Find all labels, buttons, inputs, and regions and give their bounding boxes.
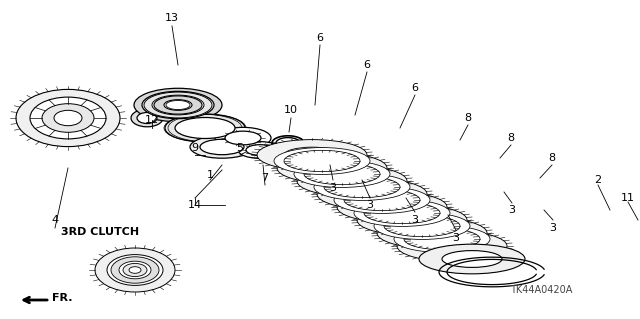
Ellipse shape [164, 100, 192, 110]
Text: 4: 4 [51, 215, 59, 225]
Ellipse shape [424, 238, 480, 254]
Ellipse shape [175, 117, 235, 138]
Text: 1: 1 [207, 170, 214, 180]
Text: 3: 3 [550, 223, 557, 233]
Text: 2: 2 [595, 175, 602, 185]
Ellipse shape [30, 97, 106, 139]
Ellipse shape [337, 192, 447, 222]
Text: 3: 3 [330, 183, 337, 193]
Text: 6: 6 [317, 33, 323, 43]
Text: FR.: FR. [52, 293, 72, 303]
Ellipse shape [304, 163, 380, 185]
Text: 6: 6 [364, 60, 371, 70]
Ellipse shape [344, 186, 400, 202]
Ellipse shape [294, 160, 390, 188]
Ellipse shape [123, 263, 147, 277]
Ellipse shape [166, 100, 190, 109]
Ellipse shape [354, 200, 450, 226]
Text: 3: 3 [452, 233, 460, 243]
Ellipse shape [246, 145, 274, 155]
Ellipse shape [154, 96, 202, 114]
Ellipse shape [304, 160, 360, 176]
Ellipse shape [257, 140, 367, 170]
Ellipse shape [190, 136, 254, 158]
Ellipse shape [238, 142, 282, 158]
Ellipse shape [215, 127, 271, 149]
Text: 3: 3 [509, 205, 515, 215]
Ellipse shape [314, 174, 410, 200]
Text: 13: 13 [165, 13, 179, 23]
Text: 7: 7 [261, 173, 269, 183]
Ellipse shape [324, 176, 400, 198]
Ellipse shape [274, 148, 370, 174]
Text: 14: 14 [188, 200, 202, 210]
Ellipse shape [144, 92, 212, 118]
Ellipse shape [119, 261, 151, 279]
Ellipse shape [364, 199, 420, 215]
Ellipse shape [95, 248, 175, 292]
Ellipse shape [134, 88, 222, 122]
Ellipse shape [397, 231, 507, 261]
Ellipse shape [284, 150, 360, 172]
Ellipse shape [284, 147, 340, 163]
Ellipse shape [152, 95, 204, 115]
Ellipse shape [42, 104, 94, 132]
Ellipse shape [344, 189, 420, 211]
Ellipse shape [374, 212, 470, 240]
Text: 8: 8 [465, 113, 472, 123]
Ellipse shape [131, 109, 163, 127]
Ellipse shape [297, 166, 407, 197]
Text: 11: 11 [621, 193, 635, 203]
Text: 6: 6 [412, 83, 419, 93]
Ellipse shape [107, 255, 163, 286]
Text: 9: 9 [191, 143, 198, 153]
Ellipse shape [225, 131, 261, 145]
Ellipse shape [334, 187, 430, 213]
Ellipse shape [129, 267, 141, 273]
Ellipse shape [384, 215, 460, 237]
Ellipse shape [404, 228, 480, 250]
Ellipse shape [137, 113, 157, 123]
Ellipse shape [165, 114, 245, 142]
Text: 8: 8 [548, 153, 556, 163]
Text: 12: 12 [145, 115, 159, 125]
Ellipse shape [200, 139, 244, 155]
Ellipse shape [111, 257, 159, 283]
Ellipse shape [54, 110, 82, 126]
Text: TK44A0420A: TK44A0420A [510, 285, 572, 295]
Ellipse shape [394, 226, 490, 252]
Ellipse shape [442, 251, 502, 267]
Ellipse shape [16, 89, 120, 147]
Ellipse shape [357, 204, 467, 235]
Text: 8: 8 [508, 133, 515, 143]
Text: 10: 10 [284, 105, 298, 115]
Ellipse shape [142, 91, 214, 119]
Text: 3: 3 [367, 200, 374, 210]
Ellipse shape [317, 179, 427, 209]
Text: 3RD CLUTCH: 3RD CLUTCH [61, 227, 139, 237]
Ellipse shape [277, 152, 387, 183]
Ellipse shape [384, 212, 440, 228]
Ellipse shape [419, 244, 525, 274]
Ellipse shape [324, 173, 380, 189]
Ellipse shape [364, 202, 440, 224]
Ellipse shape [377, 218, 487, 249]
Text: 3: 3 [412, 215, 419, 225]
Text: 5: 5 [237, 143, 243, 153]
Ellipse shape [404, 225, 460, 241]
